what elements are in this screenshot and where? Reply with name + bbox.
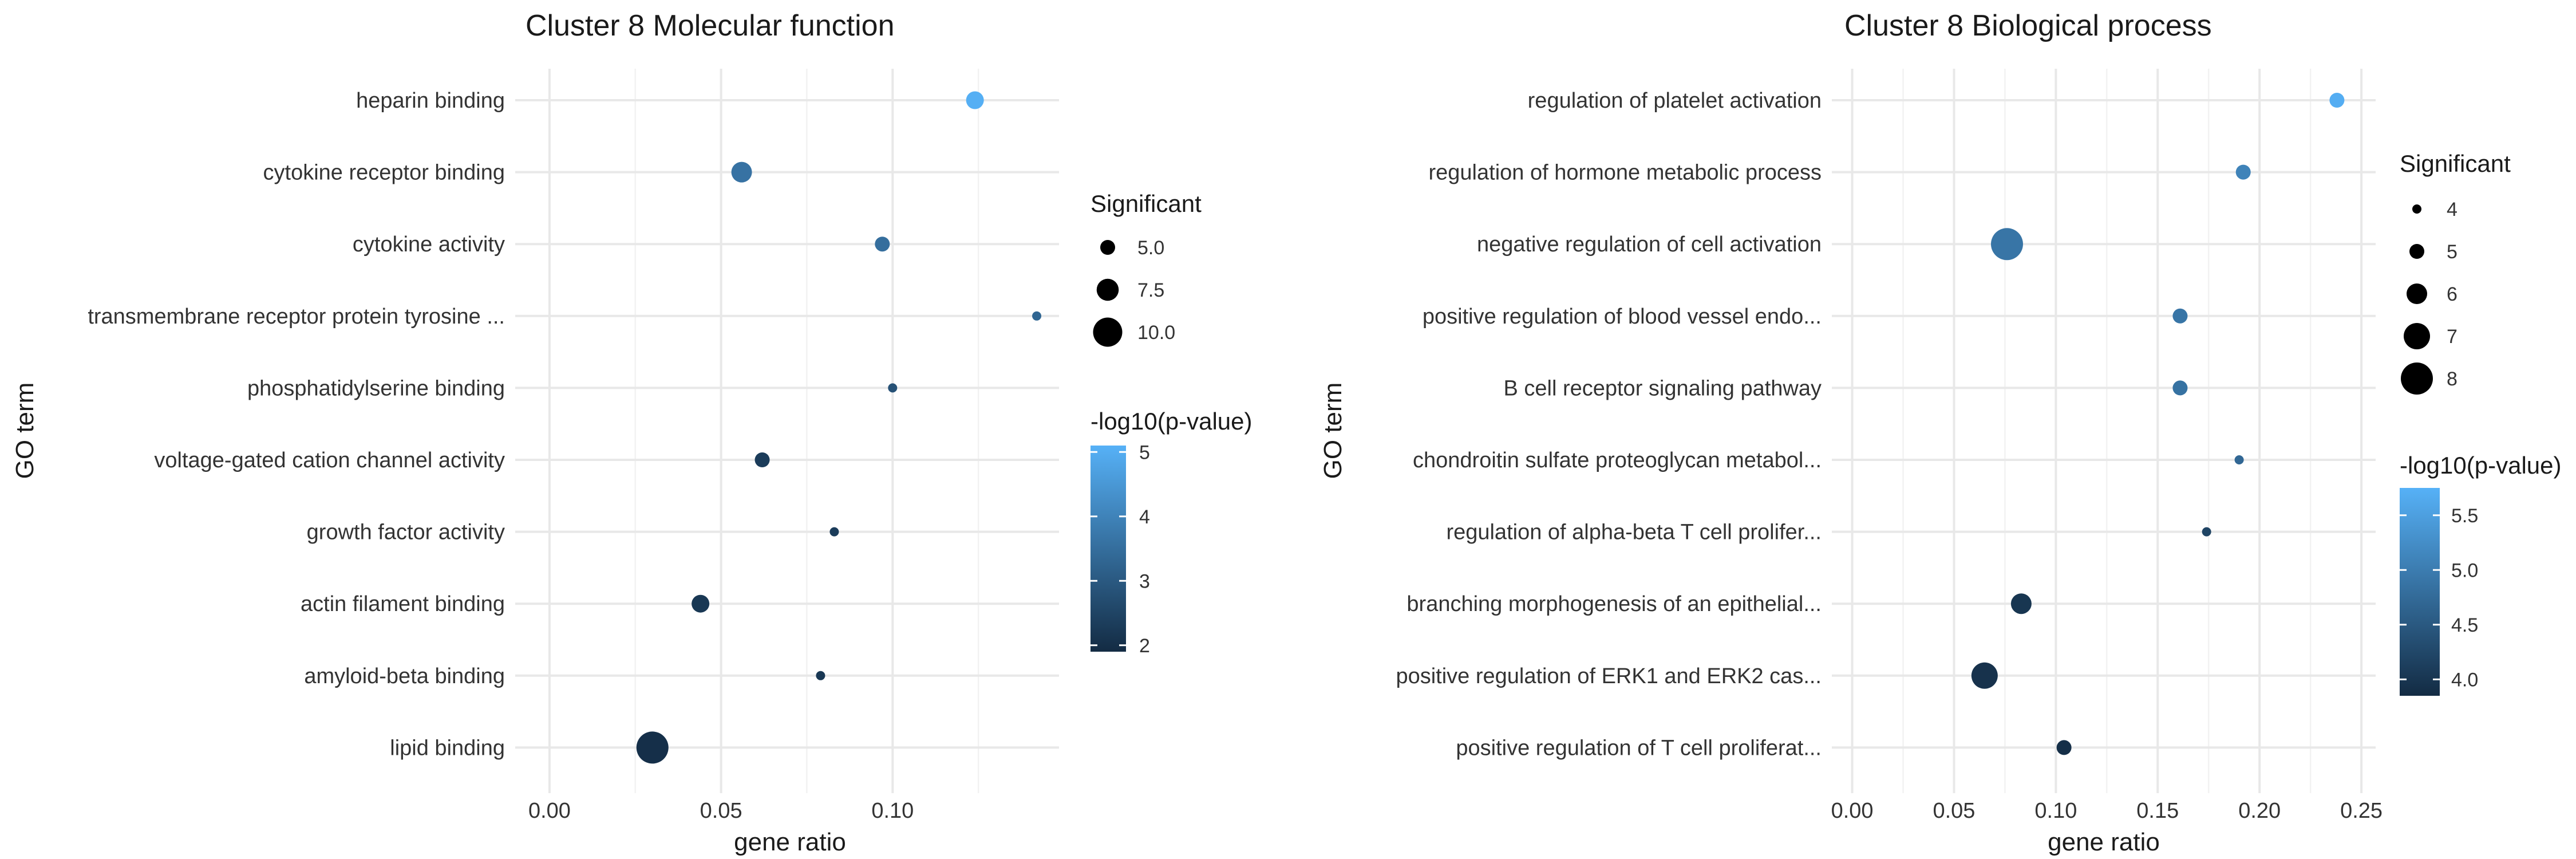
data-point-b-cell-receptor-signaling-pathway: [2172, 380, 2188, 396]
size-legend-label: 8: [2447, 368, 2458, 390]
x-tick-label: 0.25: [2340, 799, 2383, 823]
color-legend-title: -log10(p-value): [1091, 408, 1252, 435]
size-legend-label: 7.5: [1137, 279, 1164, 301]
size-legend: Significant 5.0 7.5 10.0: [1091, 190, 1202, 347]
data-point-chondroitin-sulfate-proteoglycan-metabol: [2234, 455, 2244, 464]
data-point-voltage-gated-cation-channel-activity: [754, 452, 770, 467]
chart-title: Cluster 8 Molecular function: [526, 9, 895, 42]
y-tick-label: voltage-gated cation channel activity: [154, 448, 505, 472]
x-tick-label: 0.00: [1831, 799, 1874, 823]
y-tick-label: lipid binding: [390, 736, 505, 760]
x-tick-label: 0.15: [2136, 799, 2179, 823]
data-point-regulation-of-alpha-beta-t-cell-prolifer: [2202, 527, 2211, 537]
y-tick-label: positive regulation of T cell proliferat…: [1456, 736, 1822, 760]
y-tick-label: heparin binding: [356, 89, 505, 113]
y-tick-label: regulation of platelet activation: [1528, 89, 1822, 113]
data-point-amyloid-beta-binding: [816, 671, 825, 680]
data-point-positive-regulation-of-blood-vessel-endo: [2172, 308, 2188, 324]
data-point-regulation-of-hormone-metabolic-process: [2235, 164, 2251, 180]
size-legend-key: [1093, 317, 1123, 347]
color-legend-title: -log10(p-value): [2400, 452, 2561, 479]
color-legend: -log10(p-value) 2 3 4 5: [1091, 408, 1252, 657]
molecular-function-panel: Cluster 8 Molecular function gene ratio …: [11, 9, 1252, 856]
colorbar-tick-label: 2: [1139, 635, 1150, 657]
y-tick-label: cytokine receptor binding: [263, 161, 505, 185]
size-legend-key: [2409, 244, 2424, 259]
size-legend-label: 5: [2447, 241, 2458, 263]
size-legend-label: 5.0: [1137, 237, 1164, 259]
data-point-phosphatidylserine-binding: [888, 383, 898, 393]
colorbar: [1091, 446, 1126, 652]
colorbar-tick-label: 5: [1139, 442, 1150, 463]
x-tick-label: 0.00: [528, 799, 571, 823]
size-legend-label: 6: [2447, 283, 2458, 305]
data-point-branching-morphogenesis-of-an-epithelial: [2010, 593, 2032, 614]
size-legend-key: [1096, 278, 1119, 301]
x-axis-title: gene ratio: [2048, 828, 2160, 856]
data-point-cytokine-receptor-binding: [731, 161, 752, 183]
size-legend-label: 4: [2447, 199, 2458, 220]
size-legend-label: 7: [2447, 326, 2458, 348]
size-legend: Significant 4 5 6 7 8: [2400, 150, 2511, 395]
size-legend-label: 10.0: [1137, 322, 1175, 344]
data-point-regulation-of-platelet-activation: [2329, 93, 2345, 108]
y-tick-label: chondroitin sulfate proteoglycan metabol…: [1413, 448, 1822, 472]
data-point-cytokine-activity: [875, 237, 890, 252]
biological-process-panel: Cluster 8 Biological process gene ratio …: [1319, 9, 2561, 856]
colorbar-tick-label: 5.0: [2451, 559, 2478, 581]
y-tick-label: positive regulation of ERK1 and ERK2 cas…: [1396, 664, 1822, 688]
x-tick-label: 0.10: [2034, 799, 2077, 823]
x-tick-label: 0.20: [2238, 799, 2281, 823]
chart-title: Cluster 8 Biological process: [1844, 9, 2212, 42]
y-tick-label: negative regulation of cell activation: [1477, 233, 1822, 257]
color-legend: -log10(p-value) 4.0 4.5 5.0 5.5: [2400, 452, 2561, 696]
colorbar: [2400, 488, 2440, 696]
y-tick-label: cytokine activity: [353, 233, 505, 257]
colorbar-tick-label: 5.5: [2451, 505, 2478, 527]
y-tick-label: phosphatidylserine binding: [247, 376, 505, 400]
size-legend-title: Significant: [2400, 150, 2511, 177]
data-point-positive-regulation-of-t-cell-proliferat: [2056, 740, 2072, 755]
size-legend-key: [2401, 362, 2433, 395]
plot-area: regulation of platelet activation regulat…: [1396, 69, 2383, 823]
colorbar-tick-label: 4.0: [2451, 669, 2478, 691]
data-point-transmembrane-receptor-protein-tyrosine: [1032, 311, 1042, 321]
y-axis-title: GO term: [11, 383, 39, 479]
x-tick-label: 0.05: [700, 799, 742, 823]
y-axis-title: GO term: [1319, 383, 1347, 479]
size-legend-key: [2412, 204, 2421, 214]
y-tick-label: growth factor activity: [307, 521, 505, 545]
data-point-actin-filament-binding: [692, 594, 710, 613]
y-tick-label: transmembrane receptor protein tyrosine …: [88, 305, 505, 329]
data-point-positive-regulation-of-erk1-and-erk2-cas: [1971, 662, 1998, 689]
colorbar-tick-label: 3: [1139, 570, 1150, 592]
x-tick-label: 0.05: [1933, 799, 1975, 823]
y-tick-label: positive regulation of blood vessel endo…: [1423, 305, 1822, 329]
data-point-growth-factor-activity: [829, 527, 839, 537]
data-point-heparin-binding: [966, 91, 984, 109]
size-legend-title: Significant: [1091, 190, 1202, 217]
plot-area: heparin binding cytokine receptor binding…: [88, 69, 1059, 823]
y-tick-label: amyloid-beta binding: [304, 664, 505, 688]
size-legend-key: [2407, 283, 2427, 304]
y-tick-label: branching morphogenesis of an epithelial…: [1406, 592, 1822, 616]
colorbar-tick-label: 4.5: [2451, 614, 2478, 636]
size-legend-key: [1100, 240, 1115, 255]
data-point-lipid-binding: [636, 731, 669, 764]
x-axis-title: gene ratio: [734, 828, 846, 856]
y-tick-label: B cell receptor signaling pathway: [1503, 376, 1822, 400]
size-legend-key: [2404, 323, 2430, 349]
data-point-negative-regulation-of-cell-activation: [1990, 228, 2023, 261]
y-tick-label: actin filament binding: [301, 592, 505, 616]
x-tick-label: 0.10: [871, 799, 914, 823]
y-tick-label: regulation of hormone metabolic process: [1429, 161, 1822, 185]
colorbar-tick-label: 4: [1139, 506, 1150, 528]
y-tick-label: regulation of alpha-beta T cell prolifer…: [1446, 521, 1822, 545]
